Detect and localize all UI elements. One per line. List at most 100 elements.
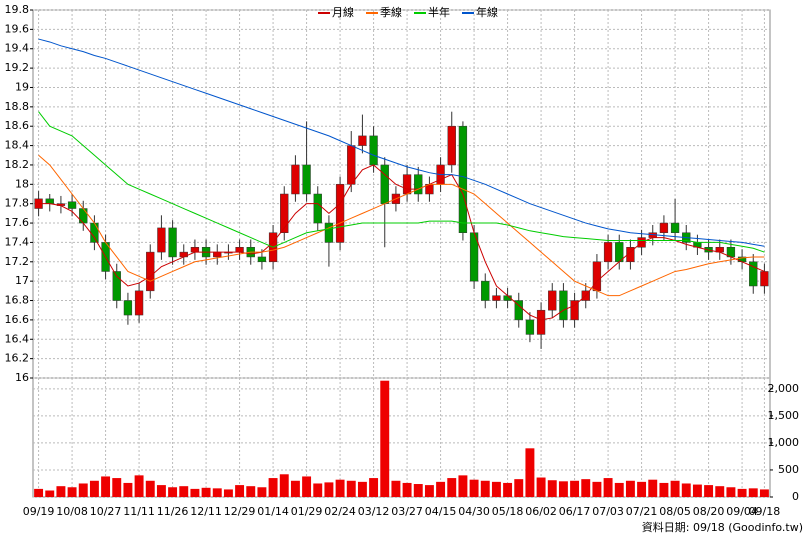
ma-line	[38, 111, 765, 253]
volume-bar	[659, 482, 669, 497]
candle-body	[123, 300, 133, 316]
volume-bar	[357, 481, 367, 497]
volume-bar	[101, 476, 111, 497]
candle-body	[134, 290, 144, 316]
candle-body	[157, 227, 166, 253]
candle-body	[291, 164, 300, 195]
candle-body	[347, 145, 356, 185]
volume-bar	[168, 487, 178, 497]
candle-body	[559, 290, 568, 321]
volume-bar	[268, 478, 278, 497]
x-tick-label: 11/11	[123, 505, 155, 518]
volume-bar	[592, 481, 602, 497]
x-tick-label: 05/18	[492, 505, 524, 518]
volume-bar	[223, 489, 233, 497]
candle-body	[358, 135, 367, 146]
volume-bar	[726, 487, 736, 497]
candle-body	[536, 309, 546, 335]
volume-tick-label: 500	[778, 463, 799, 476]
y-tick-label: 19.4	[5, 42, 30, 55]
candle-body	[447, 125, 456, 166]
x-tick-label: 10/27	[90, 505, 122, 518]
volume-bar	[625, 480, 635, 497]
candle-body	[112, 271, 121, 301]
y-tick-label: 18.6	[5, 119, 30, 132]
volume-bar	[525, 448, 535, 497]
x-tick-label: 12/11	[190, 505, 222, 518]
candle-body	[402, 174, 412, 195]
y-tick-label: 16.2	[5, 352, 30, 365]
volume-bar	[514, 479, 524, 497]
candle-body	[458, 125, 468, 233]
candle-body	[146, 251, 155, 292]
candle-body	[548, 290, 557, 311]
x-tick-label: 04/30	[458, 505, 490, 518]
y-tick-label: 19.8	[5, 3, 30, 16]
volume-bar	[380, 380, 390, 497]
candle-body	[380, 164, 389, 204]
x-tick-label: 06/02	[525, 505, 557, 518]
volume-bar	[235, 485, 245, 497]
candle-body	[414, 174, 423, 195]
volume-bar	[748, 488, 758, 497]
y-tick-label: 18	[15, 177, 29, 190]
volume-bar	[156, 485, 166, 497]
volume-bar	[145, 480, 155, 497]
candle-body	[190, 247, 200, 253]
y-tick-label: 19	[15, 80, 29, 93]
volume-bar	[469, 479, 479, 497]
candle-body	[492, 295, 501, 301]
x-tick-label: 07/03	[592, 505, 624, 518]
ma-line	[38, 38, 765, 247]
candle-body	[313, 193, 322, 224]
volume-bar	[369, 478, 379, 497]
candle-body	[603, 242, 613, 263]
y-tick-label: 19.6	[5, 22, 30, 35]
candle-body	[514, 300, 523, 321]
y-tick-label: 18.4	[5, 139, 30, 152]
y-tick-label: 16.4	[5, 332, 30, 345]
volume-bar	[257, 487, 267, 497]
volume-bar	[67, 487, 77, 497]
volume-bar	[648, 479, 658, 497]
volume-bar	[56, 486, 66, 497]
candle-body	[67, 201, 77, 209]
y-tick-label: 19.2	[5, 61, 30, 74]
volume-tick-label: 0	[792, 490, 799, 503]
volume-bar	[759, 489, 769, 497]
volume-bar	[670, 480, 680, 497]
volume-bar	[190, 488, 200, 497]
volume-bar	[346, 480, 356, 497]
x-tick-label: 04/15	[425, 505, 457, 518]
volume-bar	[570, 480, 580, 497]
x-tick-label: 10/08	[56, 505, 88, 518]
x-tick-label: 09/19	[23, 505, 55, 518]
x-tick-label: 01/29	[291, 505, 323, 518]
candle-body	[168, 227, 177, 258]
volume-bar	[681, 483, 691, 497]
volume-bar	[212, 488, 222, 497]
volume-bar	[480, 480, 490, 497]
x-tick-label: 09/04	[726, 505, 758, 518]
volume-tick-label: 1,000	[768, 436, 800, 449]
volume-bar	[89, 480, 99, 497]
candle-body	[670, 222, 680, 233]
source-note: 資料日期: 09/18 (Goodinfo.tw)	[642, 520, 803, 534]
candle-body	[257, 256, 267, 263]
volume-bar	[313, 483, 323, 497]
volume-bar	[413, 484, 423, 497]
candle-body	[335, 184, 345, 243]
volume-bar	[503, 482, 513, 497]
volume-bar	[737, 488, 747, 497]
ma-line	[38, 164, 765, 321]
volume-bar	[558, 481, 568, 497]
x-tick-label: 03/12	[358, 505, 390, 518]
volume-bar	[536, 477, 546, 497]
candle-body	[659, 222, 669, 233]
y-tick-label: 16	[15, 371, 29, 384]
candle-body	[302, 164, 311, 195]
x-tick-label: 02/24	[324, 505, 356, 518]
legend-label: 季線	[380, 5, 402, 19]
volume-bar	[603, 478, 613, 497]
volume-bar	[715, 486, 725, 497]
